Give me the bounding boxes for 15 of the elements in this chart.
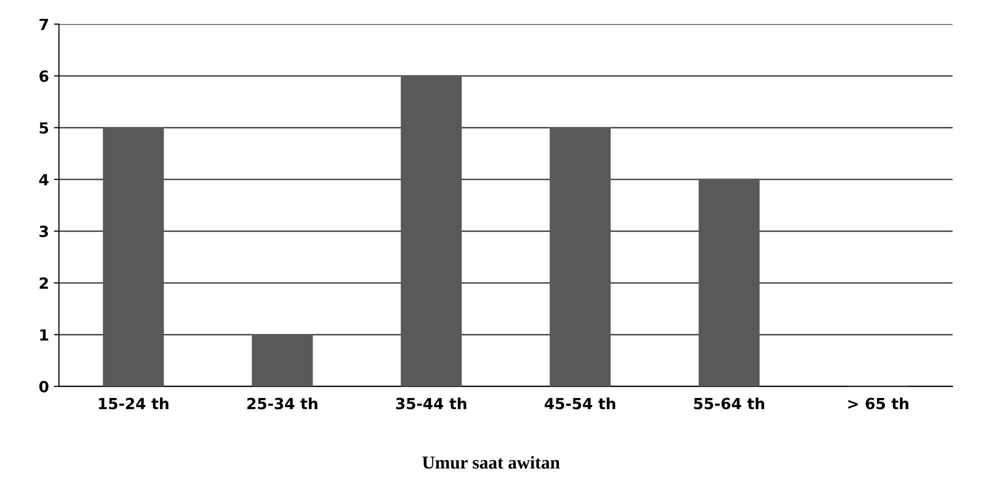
x-tick-label: 45-54 th [544,398,616,410]
x-tick-label: 35-44 th [396,398,466,410]
y-tick-label: 3 [40,226,48,238]
y-tick-label: 2 [40,277,48,289]
x-axis-title: Umur saat awitan [422,456,560,469]
x-tick-label: > 65 th [848,398,908,410]
y-tick-label: 6 [40,70,48,82]
x-tick-label: 25-34 th [247,398,318,410]
x-tick-label: 15-24 th [98,398,168,410]
y-tick-label: 0 [39,380,48,392]
y-tick-label: 5 [40,122,48,134]
y-tick-label: 7 [40,18,48,30]
x-tick-label: 55-64 th [694,398,764,410]
y-tick-label: 1 [40,329,48,340]
y-tick-label: 4 [39,174,48,186]
